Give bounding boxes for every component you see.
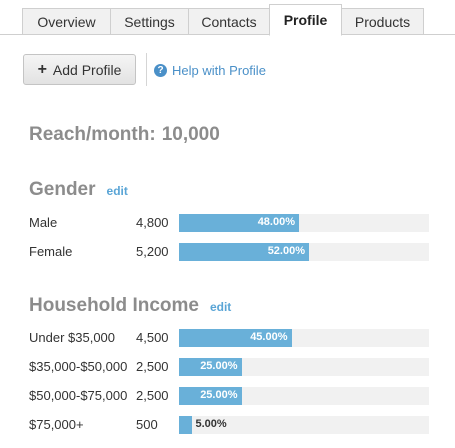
percent-bar-track: 5.00% [179, 416, 429, 434]
help-link[interactable]: ? Help with Profile [154, 62, 266, 78]
percent-label: 5.00% [195, 418, 227, 430]
row-label: $35,000-$50,000 [29, 359, 128, 374]
reach-summary: Reach/month: 10,000 [29, 124, 220, 146]
row-count: 4,800 [136, 215, 169, 230]
add-profile-label: Add Profile [52, 61, 122, 78]
row-label: $75,000+ [29, 417, 84, 432]
row-label: Under $35,000 [29, 330, 116, 345]
tab-profile[interactable]: Profile [269, 4, 342, 36]
tab-overview[interactable]: Overview [22, 8, 111, 35]
row-count: 2,500 [136, 388, 169, 403]
help-link-label: Help with Profile [172, 62, 266, 78]
income-row: $35,000-$50,000 2,500 25.00% [29, 358, 429, 376]
percent-bar-track: 48.00% [179, 214, 429, 232]
percent-bar-track: 25.00% [179, 387, 429, 405]
percent-bar-fill [179, 214, 299, 232]
row-label: Female [29, 244, 73, 259]
percent-bar-fill [179, 358, 242, 376]
percent-bar-fill [179, 243, 309, 261]
income-row: $50,000-$75,000 2,500 25.00% [29, 387, 429, 405]
percent-bar-track: 45.00% [179, 329, 429, 347]
tab-settings[interactable]: Settings [110, 8, 189, 35]
help-question-icon: ? [154, 63, 167, 77]
row-count: 2,500 [136, 359, 169, 374]
percent-label: 45.00% [250, 331, 288, 343]
toolbar-divider [146, 53, 147, 86]
income-row: Under $35,000 4,500 45.00% [29, 329, 429, 347]
percent-bar-fill [179, 416, 192, 434]
income-row: $75,000+ 500 5.00% [29, 416, 429, 434]
percent-label: 52.00% [267, 245, 305, 257]
tab-contacts[interactable]: Contacts [188, 8, 270, 35]
gender-edit-link[interactable]: edit [106, 184, 128, 198]
percent-bar-fill [179, 329, 292, 347]
row-label: Male [29, 215, 58, 230]
plus-icon: + [37, 60, 47, 78]
percent-label: 48.00% [257, 216, 295, 228]
gender-section-header: Gender edit [29, 179, 128, 201]
gender-row: Female 5,200 52.00% [29, 243, 429, 261]
row-label: $50,000-$75,000 [29, 388, 128, 403]
percent-label: 25.00% [200, 389, 238, 401]
add-profile-button[interactable]: + Add Profile [23, 54, 136, 85]
income-edit-link[interactable]: edit [209, 300, 232, 314]
income-title: Household Income [29, 295, 199, 316]
percent-label: 25.00% [200, 360, 238, 372]
percent-bar-track: 25.00% [179, 358, 429, 376]
reach-label: Reach/month: [29, 124, 156, 145]
percent-bar-fill [179, 387, 242, 405]
tab-bar: Overview Settings Contacts Profile Produ… [0, 0, 455, 36]
gender-title: Gender [29, 179, 96, 200]
reach-value: 10,000 [161, 124, 220, 145]
row-count: 4,500 [136, 330, 169, 345]
row-count: 500 [136, 417, 158, 432]
tab-products[interactable]: Products [341, 8, 424, 35]
gender-row: Male 4,800 48.00% [29, 214, 429, 232]
row-count: 5,200 [136, 244, 169, 259]
percent-bar-track: 52.00% [179, 243, 429, 261]
income-section-header: Household Income edit [29, 295, 231, 317]
